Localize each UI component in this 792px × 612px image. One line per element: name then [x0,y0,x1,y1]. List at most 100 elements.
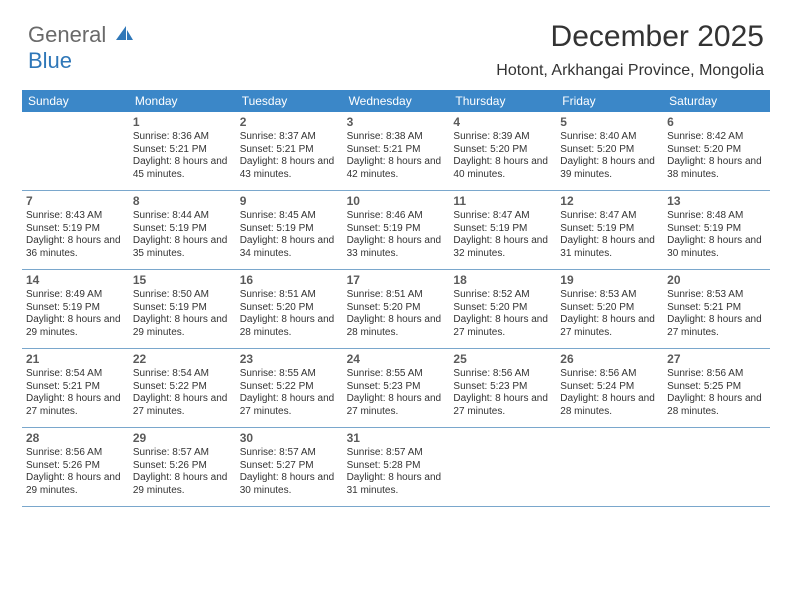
calendar-grid: Sunday Monday Tuesday Wednesday Thursday… [22,90,770,507]
calendar-day-cell: 7Sunrise: 8:43 AMSunset: 5:19 PMDaylight… [22,191,129,269]
day-number: 26 [560,352,659,366]
day-number: 16 [240,273,339,287]
day-number: 19 [560,273,659,287]
day-number: 1 [133,115,232,129]
calendar-week-row: 28Sunrise: 8:56 AMSunset: 5:26 PMDayligh… [22,428,770,507]
sunset-text: Sunset: 5:20 PM [560,144,659,157]
calendar-week-row: 14 Sunrise: 8:49 AM Sunset: 5:19 PM Dayligh… [22,270,770,349]
sunrise-text: Sunrise: 8:42 AM [667,131,766,144]
day-number: 13 [667,194,766,208]
sunrise-text: Sunrise: 8:57 AM [347,447,446,460]
sunrise-text: Sunrise: 8:51 AM [347,289,446,302]
daylight-text: Daylight: 8 hours and 27 minutes. [453,393,552,418]
daylight-text: Daylight: 8 hours and 34 minutes. [240,235,339,260]
calendar-week-row: 1Sunrise: 8:36 AMSunset: 5:21 PMDaylight… [22,112,770,191]
daylight-text: Daylight: 8 hours and 31 minutes. [347,472,446,497]
daylight-text: Daylight: 8 hours and 27 minutes. [240,393,339,418]
sunset-text: Sunset: 5:22 PM [133,381,232,394]
daylight-text: Daylight: 8 hours and 30 minutes. [667,235,766,260]
day-header: Tuesday [236,90,343,112]
logo-text-1: General [28,22,106,47]
calendar-day-cell: 16Sunrise: 8:51 AMSunset: 5:20 PMDayligh… [236,270,343,348]
sunrise-text: Sunrise: 8:43 AM [26,210,125,223]
day-number: 15 [133,273,232,287]
sunrise-text: Sunrise: 8:55 AM [347,368,446,381]
sunrise-text: Sunrise: 8:57 AM [133,447,232,460]
calendar-day-cell: 29 Sunrise: 8:57 AMSunset: 5:26 PMDayligh… [129,428,236,506]
day-number: 30 [240,431,339,445]
day-number: 31 [347,431,446,445]
day-number: 29 [133,431,232,445]
daylight-text: Daylight: 8 hours and 43 minutes. [240,156,339,181]
day-number: 14 [26,273,125,287]
page-subtitle: Hotont, Arkhangai Province, Mongolia [496,62,764,80]
day-header: Wednesday [343,90,450,112]
daylight-text: Daylight: 8 hours and 36 minutes. [26,235,125,260]
calendar-week-row: 21Sunrise: 8:54 AMSunset: 5:21 PMDayligh… [22,349,770,428]
day-header: Friday [556,90,663,112]
sunset-text: Sunset: 5:28 PM [347,460,446,473]
calendar-day-cell: 5Sunrise: 8:40 AMSunset: 5:20 PMDaylight… [556,112,663,190]
calendar-body: 1Sunrise: 8:36 AMSunset: 5:21 PMDaylight… [22,112,770,507]
calendar-day-cell: 26Sunrise: 8:56 AMSunset: 5:24 PMDayligh… [556,349,663,427]
sunrise-text: Sunrise: 8:52 AM [453,289,552,302]
day-number: 9 [240,194,339,208]
sunset-text: Sunset: 5:26 PM [133,460,232,473]
daylight-text: Daylight: 8 hours and 38 minutes. [667,156,766,181]
day-number: 27 [667,352,766,366]
sunset-text: Sunset: 5:23 PM [453,381,552,394]
calendar-day-cell: 31 Sunrise: 8:57 AMSunset: 5:28 PMDayligh… [343,428,450,506]
day-number: 20 [667,273,766,287]
calendar-day-cell: 18Sunrise: 8:52 AMSunset: 5:20 PMDayligh… [449,270,556,348]
calendar-day-cell [22,112,129,190]
sunset-text: Sunset: 5:19 PM [133,223,232,236]
calendar-day-cell: 28Sunrise: 8:56 AMSunset: 5:26 PMDayligh… [22,428,129,506]
calendar-day-cell: 14Sunrise: 8:49 AMSunset: 5:19 PMDayligh… [22,270,129,348]
daylight-text: Daylight: 8 hours and 27 minutes. [667,314,766,339]
day-number: 3 [347,115,446,129]
calendar-header-row: Sunday Monday Tuesday Wednesday Thursday… [22,90,770,112]
sunset-text: Sunset: 5:19 PM [560,223,659,236]
calendar-day-cell: 25Sunrise: 8:56 AMSunset: 5:23 PMDayligh… [449,349,556,427]
daylight-text: Daylight: 8 hours and 40 minutes. [453,156,552,181]
sunset-text: Sunset: 5:19 PM [667,223,766,236]
sunset-text: Sunset: 5:19 PM [240,223,339,236]
sail-icon [114,24,134,42]
calendar-day-cell: 11Sunrise: 8:47 AMSunset: 5:19 PMDayligh… [449,191,556,269]
daylight-text: Daylight: 8 hours and 27 minutes. [26,393,125,418]
day-number: 5 [560,115,659,129]
sunrise-text: Sunrise: 8:53 AM [560,289,659,302]
calendar-day-cell: 20Sunrise: 8:53 AMSunset: 5:21 PMDayligh… [663,270,770,348]
sunset-text: Sunset: 5:20 PM [667,144,766,157]
sunrise-text: Sunrise: 8:47 AM [560,210,659,223]
sunset-text: Sunset: 5:21 PM [26,381,125,394]
calendar-day-cell: 23Sunrise: 8:55 AMSunset: 5:22 PMDayligh… [236,349,343,427]
calendar-day-cell: 22Sunrise: 8:54 AMSunset: 5:22 PMDayligh… [129,349,236,427]
day-header: Thursday [449,90,556,112]
calendar-week-row: 7Sunrise: 8:43 AMSunset: 5:19 PMDaylight… [22,191,770,270]
sunset-text: Sunset: 5:20 PM [347,302,446,315]
daylight-text: Daylight: 8 hours and 27 minutes. [133,393,232,418]
daylight-text: Daylight: 8 hours and 28 minutes. [347,314,446,339]
sunset-text: Sunset: 5:21 PM [347,144,446,157]
daylight-text: Daylight: 8 hours and 29 minutes. [133,472,232,497]
sunset-text: Sunset: 5:24 PM [560,381,659,394]
calendar-day-cell: 6Sunrise: 8:42 AMSunset: 5:20 PMDaylight… [663,112,770,190]
sunrise-text: Sunrise: 8:49 AM [26,289,125,302]
calendar-day-cell [449,428,556,506]
sunrise-text: Sunrise: 8:47 AM [453,210,552,223]
sunrise-text: Sunrise: 8:56 AM [667,368,766,381]
sunrise-text: Sunrise: 8:56 AM [560,368,659,381]
day-number: 11 [453,194,552,208]
day-number: 10 [347,194,446,208]
daylight-text: Daylight: 8 hours and 33 minutes. [347,235,446,260]
sunset-text: Sunset: 5:21 PM [240,144,339,157]
day-header: Monday [129,90,236,112]
sunrise-text: Sunrise: 8:53 AM [667,289,766,302]
sunrise-text: Sunrise: 8:51 AM [240,289,339,302]
daylight-text: Daylight: 8 hours and 42 minutes. [347,156,446,181]
daylight-text: Daylight: 8 hours and 30 minutes. [240,472,339,497]
sunset-text: Sunset: 5:19 PM [133,302,232,315]
sunrise-text: Sunrise: 8:39 AM [453,131,552,144]
daylight-text: Daylight: 8 hours and 32 minutes. [453,235,552,260]
